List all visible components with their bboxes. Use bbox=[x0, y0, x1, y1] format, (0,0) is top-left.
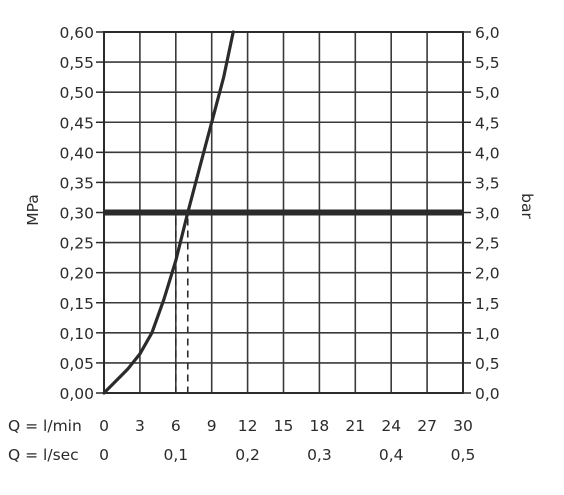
left-tick-label: 0,60 bbox=[59, 24, 94, 42]
left-tick-label: 0,40 bbox=[59, 144, 94, 162]
x-tick-label-lmin: 30 bbox=[453, 417, 473, 435]
x-axis-lmin-title: Q = l/min bbox=[8, 417, 82, 435]
x-tick-label-lmin: 15 bbox=[274, 417, 294, 435]
left-tick-label: 0,25 bbox=[59, 235, 94, 253]
left-tick-label: 0,10 bbox=[59, 325, 94, 343]
right-tick-label: 0,5 bbox=[475, 355, 500, 373]
x-tick-label-lmin: 3 bbox=[135, 417, 145, 435]
right-tick-label: 0,0 bbox=[475, 385, 500, 403]
x-axis-lsec-title: Q = l/sec bbox=[8, 446, 79, 464]
left-tick-label: 0,45 bbox=[59, 114, 94, 132]
left-tick-label: 0,50 bbox=[59, 84, 94, 102]
x-tick-label-lsec: 0,4 bbox=[379, 446, 404, 464]
right-tick-label: 2,5 bbox=[475, 235, 500, 253]
left-tick-label: 0,05 bbox=[59, 355, 94, 373]
right-axis-title: bar bbox=[518, 193, 536, 219]
x-tick-label-lmin: 27 bbox=[417, 417, 437, 435]
x-tick-label-lsec: 0,5 bbox=[451, 446, 476, 464]
left-tick-label: 0,15 bbox=[59, 295, 94, 313]
left-tick-label: 0,00 bbox=[59, 385, 94, 403]
right-tick-label: 3,0 bbox=[475, 205, 500, 223]
x-tick-label-lsec: 0 bbox=[99, 446, 109, 464]
x-tick-label-lsec: 0,3 bbox=[307, 446, 332, 464]
left-tick-label: 0,20 bbox=[59, 265, 94, 283]
flow-curve bbox=[102, 30, 235, 395]
left-tick-label: 0,35 bbox=[59, 174, 94, 192]
x-tick-label-lmin: 9 bbox=[207, 417, 217, 435]
x-tick-label-lmin: 18 bbox=[310, 417, 330, 435]
right-tick-label: 5,5 bbox=[475, 54, 500, 72]
right-tick-label: 4,5 bbox=[475, 114, 500, 132]
tick-labels: 0,000,050,100,150,200,250,300,350,400,45… bbox=[8, 24, 536, 464]
flow-curve-line bbox=[102, 30, 235, 395]
left-axis-title: MPa bbox=[24, 194, 42, 226]
dashed-drop-lines bbox=[175, 218, 189, 393]
right-tick-label: 2,0 bbox=[475, 265, 500, 283]
x-tick-label-lmin: 24 bbox=[381, 417, 401, 435]
right-tick-label: 4,0 bbox=[475, 144, 500, 162]
x-tick-label-lmin: 12 bbox=[238, 417, 258, 435]
left-tick-label: 0,30 bbox=[59, 205, 94, 223]
x-tick-label-lmin: 0 bbox=[99, 417, 109, 435]
x-tick-label-lsec: 0,2 bbox=[235, 446, 260, 464]
x-tick-label-lmin: 6 bbox=[171, 417, 181, 435]
right-tick-label: 5,0 bbox=[475, 84, 500, 102]
x-tick-label-lmin: 21 bbox=[345, 417, 365, 435]
left-tick-label: 0,55 bbox=[59, 54, 94, 72]
right-tick-label: 1,0 bbox=[475, 325, 500, 343]
right-tick-label: 3,5 bbox=[475, 174, 500, 192]
right-tick-label: 1,5 bbox=[475, 295, 500, 313]
right-tick-label: 6,0 bbox=[475, 24, 500, 42]
x-tick-label-lsec: 0,1 bbox=[163, 446, 188, 464]
